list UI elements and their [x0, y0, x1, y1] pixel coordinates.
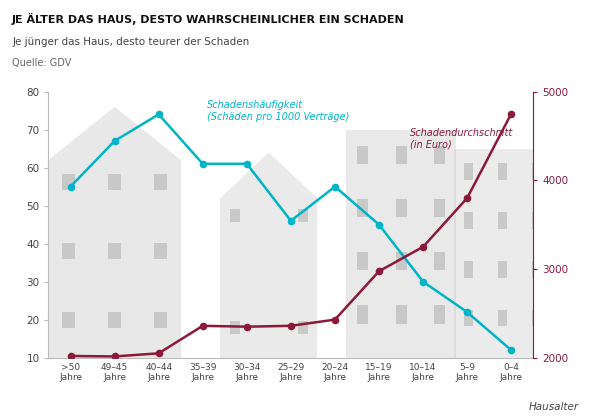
- Text: Schadenshäufigkeit
(Schäden pro 1000 Verträge): Schadenshäufigkeit (Schäden pro 1000 Ver…: [207, 100, 350, 122]
- Text: Hausalter: Hausalter: [528, 402, 579, 412]
- Polygon shape: [62, 312, 75, 328]
- Polygon shape: [531, 310, 541, 327]
- Polygon shape: [531, 212, 541, 229]
- Polygon shape: [396, 252, 407, 270]
- Polygon shape: [108, 174, 121, 190]
- Polygon shape: [357, 252, 368, 270]
- Polygon shape: [230, 209, 240, 222]
- Polygon shape: [396, 305, 407, 324]
- Polygon shape: [108, 312, 121, 328]
- Text: Je jünger das Haus, desto teurer der Schaden: Je jünger das Haus, desto teurer der Sch…: [12, 37, 250, 47]
- Polygon shape: [396, 146, 407, 164]
- Polygon shape: [48, 160, 181, 358]
- Polygon shape: [498, 212, 507, 229]
- Polygon shape: [498, 310, 507, 327]
- Polygon shape: [357, 146, 368, 164]
- Polygon shape: [230, 321, 240, 334]
- Polygon shape: [434, 252, 445, 270]
- Polygon shape: [531, 163, 541, 180]
- Polygon shape: [298, 209, 308, 222]
- Polygon shape: [498, 163, 507, 180]
- Polygon shape: [298, 321, 308, 334]
- Polygon shape: [464, 163, 473, 180]
- Polygon shape: [108, 243, 121, 259]
- Polygon shape: [357, 199, 368, 217]
- Polygon shape: [155, 243, 167, 259]
- Polygon shape: [62, 243, 75, 259]
- Text: Quelle: GDV: Quelle: GDV: [12, 58, 72, 68]
- Polygon shape: [221, 198, 318, 358]
- Polygon shape: [434, 146, 445, 164]
- Polygon shape: [396, 199, 407, 217]
- Polygon shape: [464, 261, 473, 277]
- Polygon shape: [434, 199, 445, 217]
- Polygon shape: [48, 107, 181, 160]
- Polygon shape: [62, 174, 75, 190]
- Polygon shape: [464, 310, 473, 327]
- Polygon shape: [454, 149, 551, 358]
- Polygon shape: [498, 261, 507, 277]
- Polygon shape: [357, 305, 368, 324]
- Polygon shape: [221, 152, 318, 198]
- Polygon shape: [155, 174, 167, 190]
- Polygon shape: [531, 261, 541, 277]
- Polygon shape: [346, 129, 456, 358]
- Text: JE ÄLTER DAS HAUS, DESTO WAHRSCHEINLICHER EIN SCHADEN: JE ÄLTER DAS HAUS, DESTO WAHRSCHEINLICHE…: [12, 12, 405, 25]
- Polygon shape: [155, 312, 167, 328]
- Text: Schadendurchschnitt
(in Euro): Schadendurchschnitt (in Euro): [410, 128, 513, 149]
- Polygon shape: [464, 212, 473, 229]
- Polygon shape: [434, 305, 445, 324]
